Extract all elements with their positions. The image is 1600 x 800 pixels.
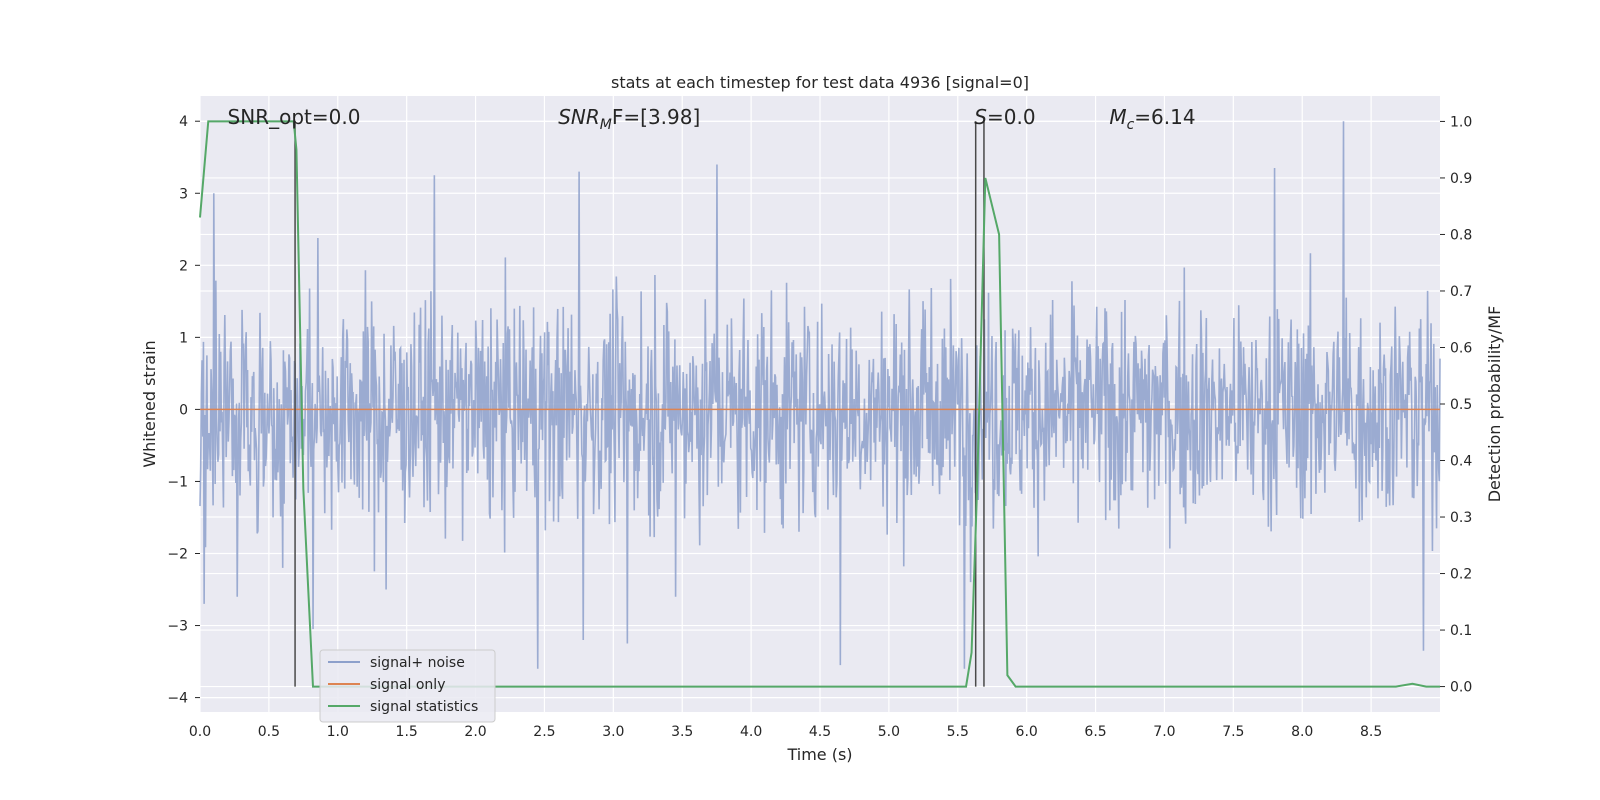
- chart-title: stats at each timestep for test data 493…: [611, 73, 1029, 92]
- y-right-tick-label: 0.6: [1450, 340, 1472, 356]
- y-left-tick-label: −3: [167, 619, 188, 635]
- y-axis-left-label: Whitened strain: [140, 340, 159, 467]
- annotation-3-suffix: =6.14: [1134, 105, 1195, 129]
- y-axis-right-ticks: 1.0 0.9 0.8 0.7 0.6 0.5 0.4 0.3 0.2 0.1 0.0: [1440, 114, 1472, 696]
- legend-box: [319, 649, 496, 723]
- y-axis-left-ticks: 4 3 2 1 0 −1 −2 −3 −4: [167, 114, 200, 707]
- y-left-tick-label: 4: [179, 114, 188, 130]
- x-tick-label: 2.0: [464, 724, 486, 740]
- y-right-tick-label: 0.4: [1450, 454, 1472, 470]
- y-left-tick-label: −2: [167, 546, 188, 562]
- x-tick-label: 3.5: [671, 724, 693, 740]
- x-axis-label: Time (s): [786, 745, 852, 764]
- annotation-3-sub: c: [1127, 117, 1135, 133]
- annotation-2: S=0.0: [974, 105, 1035, 129]
- annotation-0-main: SNR_opt=0.0: [228, 105, 361, 129]
- annotation-2-main: S: [974, 105, 987, 129]
- y-right-tick-label: 0.9: [1450, 171, 1472, 187]
- annotation-1-main: SNR: [558, 105, 600, 129]
- legend-label-signal-only: signal only: [370, 677, 445, 693]
- y-right-tick-label: 0.1: [1450, 623, 1472, 639]
- series-signal-statistics: [199, 120, 1440, 688]
- x-tick-label: 2.5: [533, 724, 555, 740]
- annotation-1: SNRMF=[3.98]: [558, 105, 700, 133]
- x-tick-label: 1.0: [327, 724, 349, 740]
- y-axis-right-label: Detection probability/MF: [1485, 306, 1504, 503]
- y-right-tick-label: 0.0: [1450, 680, 1472, 696]
- annotation-1-sub: M: [600, 117, 612, 133]
- y-right-tick-label: 1.0: [1450, 114, 1472, 130]
- legend: signal+ noise signal only signal statist…: [319, 649, 496, 723]
- y-left-tick-label: −4: [167, 691, 188, 707]
- y-right-tick-label: 0.7: [1450, 284, 1472, 300]
- annotations: SNR_opt=0.0 SNRMF=[3.98] S=0.0 Mc=6.14: [228, 105, 1196, 133]
- x-tick-label: 7.5: [1222, 724, 1244, 740]
- y-left-tick-label: 1: [179, 330, 188, 346]
- x-tick-label: 5.5: [947, 724, 969, 740]
- x-tick-label: 0.0: [189, 724, 211, 740]
- y-right-tick-label: 0.8: [1450, 227, 1472, 243]
- series-signal-plus-noise: [199, 121, 1441, 669]
- x-tick-label: 6.5: [1084, 724, 1106, 740]
- y-left-tick-label: −1: [167, 474, 188, 490]
- x-tick-label: 5.0: [878, 724, 900, 740]
- x-tick-label: 0.5: [258, 724, 280, 740]
- legend-label-signal-statistics: signal statistics: [370, 699, 478, 715]
- y-right-tick-label: 0.5: [1450, 397, 1472, 413]
- x-tick-label: 7.0: [1153, 724, 1175, 740]
- x-tick-label: 1.5: [396, 724, 418, 740]
- line-signal-statistics: [199, 120, 1440, 688]
- line-signal-plus-noise: [199, 121, 1441, 669]
- y-right-tick-label: 0.2: [1450, 567, 1472, 583]
- y-right-tick-label: 0.3: [1450, 510, 1472, 526]
- legend-label-signal-plus-noise: signal+ noise: [370, 655, 465, 671]
- x-tick-label: 6.0: [1016, 724, 1038, 740]
- annotation-2-suffix: =0.0: [987, 105, 1036, 129]
- y-left-tick-label: 0: [179, 402, 188, 418]
- annotation-3: Mc=6.14: [1109, 105, 1195, 133]
- y-left-tick-label: 3: [179, 186, 188, 202]
- annotation-0: SNR_opt=0.0: [228, 105, 361, 129]
- annotation-3-main: M: [1109, 105, 1126, 129]
- x-axis-ticks: 0.0 0.5 1.0 1.5 2.0 2.5 3.0 3.5 4.0 4.5 5.0 5.5 6.0 6…: [189, 724, 1382, 740]
- x-tick-label: 4.5: [809, 724, 831, 740]
- x-tick-label: 4.0: [740, 724, 762, 740]
- x-tick-label: 8.5: [1360, 724, 1382, 740]
- x-tick-label: 3.0: [602, 724, 624, 740]
- annotation-1-suffix: F=[3.98]: [612, 105, 700, 129]
- y-left-tick-label: 2: [179, 258, 188, 274]
- x-tick-label: 8.0: [1291, 724, 1313, 740]
